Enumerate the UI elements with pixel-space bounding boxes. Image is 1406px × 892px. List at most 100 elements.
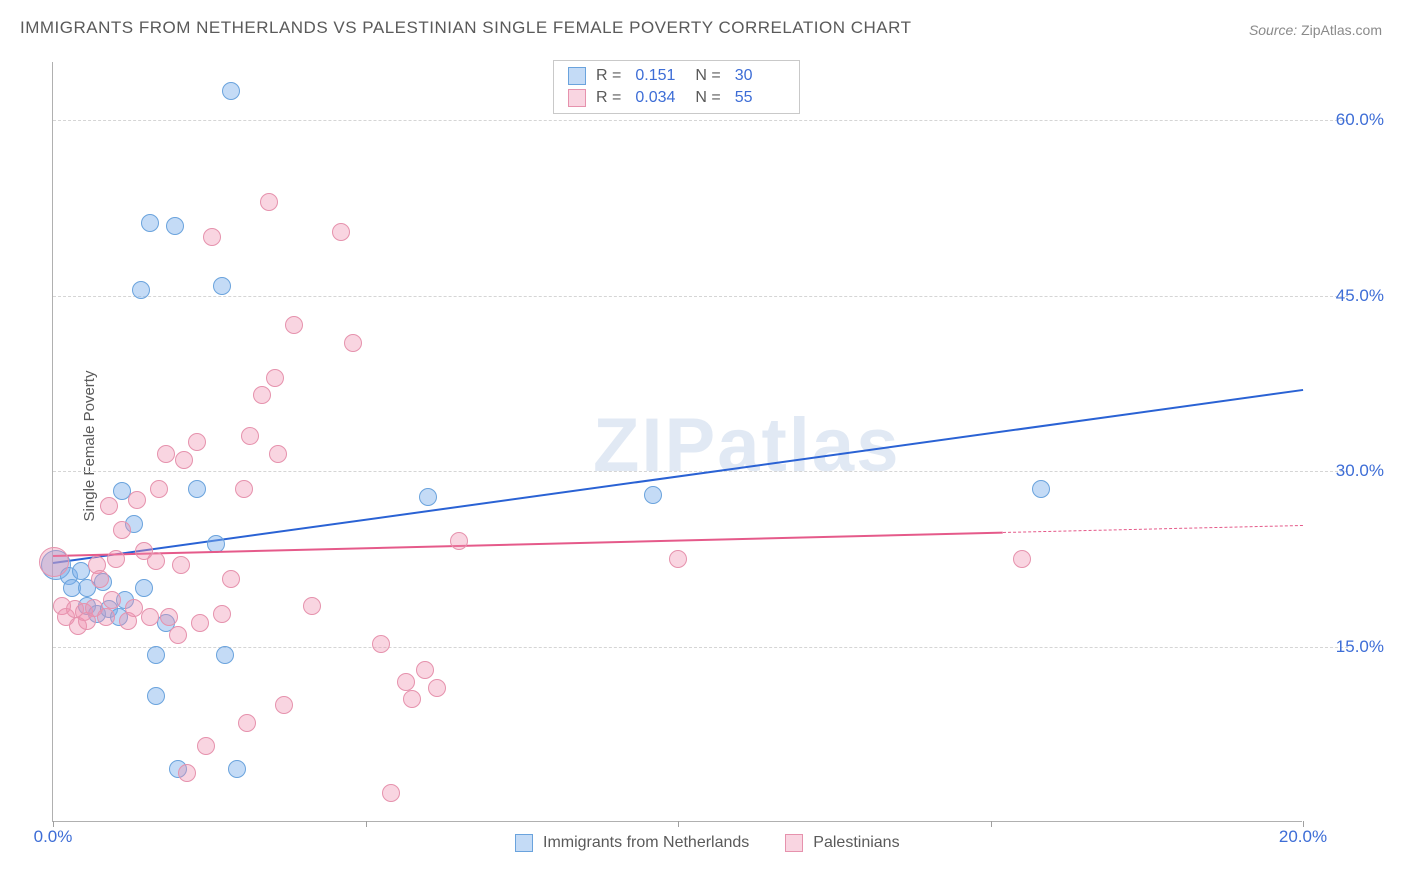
legend-item-label: Palestinians (813, 834, 899, 852)
legend-series: Immigrants from Netherlands Palestinians (515, 834, 900, 852)
gridline-h (53, 120, 1348, 121)
data-point (1032, 480, 1050, 498)
plot-area: ZIPatlas R =0.151N =30R =0.034N =55 15.0… (52, 62, 1302, 822)
data-point (197, 737, 215, 755)
x-tick-label: 0.0% (34, 827, 73, 847)
source-label: Source: (1249, 22, 1297, 38)
legend-swatch (785, 834, 803, 852)
legend-swatch (568, 67, 586, 85)
data-point (222, 570, 240, 588)
data-point (266, 369, 284, 387)
legend-swatch (515, 834, 533, 852)
data-point (344, 334, 362, 352)
legend-n-label: N = (695, 89, 720, 107)
data-point (150, 480, 168, 498)
data-point (216, 646, 234, 664)
data-point (382, 784, 400, 802)
legend-swatch (568, 89, 586, 107)
y-tick-label: 60.0% (1314, 110, 1384, 130)
data-point (228, 760, 246, 778)
data-point (172, 556, 190, 574)
source-attribution: Source: ZipAtlas.com (1249, 22, 1382, 38)
data-point (160, 608, 178, 626)
trend-line (1003, 525, 1303, 533)
trend-line (53, 389, 1303, 564)
data-point (141, 214, 159, 232)
source-value: ZipAtlas.com (1301, 22, 1382, 38)
data-point (303, 597, 321, 615)
data-point (39, 547, 69, 577)
data-point (285, 316, 303, 334)
data-point (260, 193, 278, 211)
data-point (1013, 550, 1031, 568)
data-point (332, 223, 350, 241)
data-point (188, 433, 206, 451)
legend-r-label: R = (596, 67, 621, 85)
gridline-h (53, 647, 1348, 648)
data-point (213, 277, 231, 295)
data-point (188, 480, 206, 498)
data-point (644, 486, 662, 504)
watermark: ZIPatlas (593, 402, 900, 489)
data-point (213, 605, 231, 623)
trend-line (53, 532, 1003, 557)
data-point (253, 386, 271, 404)
data-point (428, 679, 446, 697)
data-point (178, 764, 196, 782)
legend-r-value: 0.034 (635, 89, 685, 107)
data-point (100, 497, 118, 515)
data-point (157, 445, 175, 463)
data-point (191, 614, 209, 632)
data-point (141, 608, 159, 626)
data-point (128, 491, 146, 509)
data-point (91, 570, 109, 588)
data-point (113, 521, 131, 539)
data-point (103, 591, 121, 609)
data-point (222, 82, 240, 100)
data-point (235, 480, 253, 498)
data-point (241, 427, 259, 445)
x-tick-mark (991, 821, 992, 827)
data-point (275, 696, 293, 714)
data-point (97, 608, 115, 626)
data-point (166, 217, 184, 235)
legend-r-value: 0.151 (635, 67, 685, 85)
legend-n-value: 55 (735, 89, 785, 107)
chart-title: IMMIGRANTS FROM NETHERLANDS VS PALESTINI… (20, 18, 911, 38)
legend-n-label: N = (695, 67, 720, 85)
data-point (147, 646, 165, 664)
data-point (669, 550, 687, 568)
data-point (107, 550, 125, 568)
data-point (147, 687, 165, 705)
data-point (419, 488, 437, 506)
legend-item: Palestinians (785, 834, 899, 852)
gridline-h (53, 296, 1348, 297)
x-tick-label: 20.0% (1279, 827, 1327, 847)
y-tick-label: 45.0% (1314, 286, 1384, 306)
data-point (132, 281, 150, 299)
legend-correlation: R = 0.151 N = 30 R = 0.034 N = 55 (553, 60, 800, 114)
legend-item: Immigrants from Netherlands (515, 834, 749, 852)
data-point (147, 552, 165, 570)
data-point (175, 451, 193, 469)
y-tick-label: 30.0% (1314, 461, 1384, 481)
legend-item-label: Immigrants from Netherlands (543, 834, 749, 852)
data-point (450, 532, 468, 550)
data-point (169, 626, 187, 644)
x-tick-mark (678, 821, 679, 827)
data-point (238, 714, 256, 732)
legend-r-label: R = (596, 89, 621, 107)
data-point (372, 635, 390, 653)
data-point (135, 579, 153, 597)
data-point (416, 661, 434, 679)
chart-container: IMMIGRANTS FROM NETHERLANDS VS PALESTINI… (0, 0, 1406, 892)
y-tick-label: 15.0% (1314, 637, 1384, 657)
legend-row: R = 0.151 N = 30 (554, 65, 799, 87)
data-point (203, 228, 221, 246)
data-point (403, 690, 421, 708)
x-tick-mark (366, 821, 367, 827)
data-point (397, 673, 415, 691)
data-point (269, 445, 287, 463)
legend-n-value: 30 (735, 67, 785, 85)
legend-row: R = 0.034 N = 55 (554, 87, 799, 109)
